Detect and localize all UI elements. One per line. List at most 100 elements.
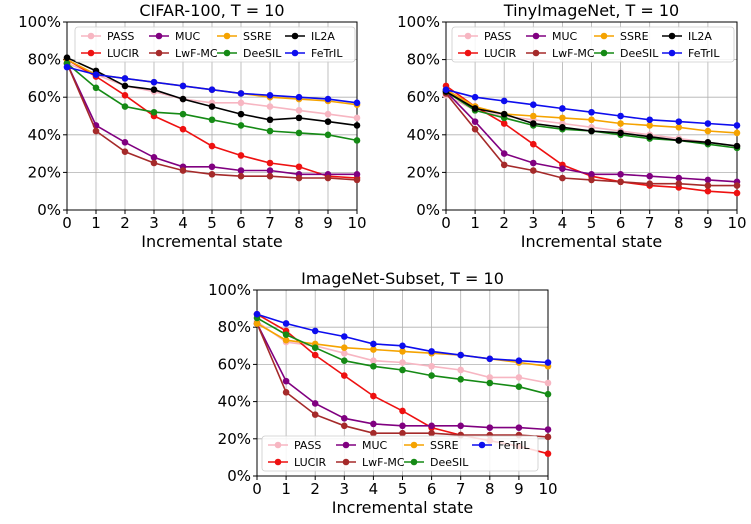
x-tick-label: 10 [727,214,746,232]
data-point-deesil [150,108,158,116]
data-point-muc [457,422,465,430]
data-point-deesil [121,103,129,110]
data-point-fetril [353,99,361,107]
x-axis-label: Incremental state [521,232,662,251]
x-tick-label: 6 [427,480,437,498]
legend: PASS MUC SSRE IL2A LUCIR LwF-MC DeeSIL FeTrIL [74,26,356,63]
data-point-deesil [457,375,465,383]
x-tick-label: 6 [616,214,626,232]
data-point-lucir [208,142,216,150]
legend: PASS MUC SSRE FeTrIL LUCIR LwF-MC DeeSIL [261,435,539,472]
data-point-il2a [208,103,216,110]
data-point-lwf-mc [370,429,377,437]
data-point-muc [121,139,129,146]
data-point-il2a [733,142,741,150]
x-tick-label: 5 [398,480,408,498]
data-point-ssre [253,320,261,327]
data-point-fetril [208,86,216,93]
data-point-pass [266,103,274,110]
data-point-il2a [121,82,129,90]
data-point-lwf-mc [588,176,595,184]
data-point-il2a [295,114,303,122]
legend-swatch-marker [291,49,299,57]
data-point-lucir [733,189,741,197]
data-point-pass [295,107,303,114]
x-tick-label: 5 [207,214,217,232]
legend-swatch-marker [155,32,163,40]
series-fetril [253,310,552,366]
legend-label: MUC [362,439,388,452]
legend-label: SSRE [430,439,459,452]
data-point-deesil [295,129,303,137]
data-point-fetril [588,108,595,116]
x-tick-label: 4 [178,214,188,232]
data-point-ssre [733,129,741,137]
legend-item-deesil: DeeSIL [217,47,282,60]
x-tick-label: 7 [456,480,466,498]
data-point-fetril [92,71,100,78]
data-point-lwf-mc [617,178,624,186]
data-point-fetril [121,75,129,82]
data-point-fetril [442,86,450,93]
x-tick-label: 1 [91,214,101,232]
data-point-muc [471,118,479,125]
x-tick-label: 10 [347,214,366,232]
legend-swatch-marker [223,32,231,40]
legend-label: PASS [294,439,321,452]
chart-title: CIFAR-100, T = 10 [139,1,284,20]
data-point-lwf-mc [121,148,129,156]
data-point-fetril [370,340,377,348]
data-point-fetril [150,78,158,86]
x-tick-label: 8 [294,214,304,232]
data-point-ssre [646,122,653,129]
data-point-lwf-mc [646,180,653,187]
chart-title: ImageNet-Subset, T = 10 [301,269,504,288]
data-point-deesil [515,383,523,391]
data-point-lwf-mc [399,429,406,437]
data-point-lwf-mc [237,172,245,180]
series-il2a [63,54,361,129]
data-point-lwf-mc [704,182,712,189]
legend-item-lucir: LUCIR [458,47,517,60]
data-point-muc [617,170,624,178]
data-point-muc [341,415,348,422]
x-tick-label: 0 [252,480,262,498]
legend-item-lwf-mc: LwF-MC [336,456,405,469]
series-lwf-mc [253,320,552,441]
data-point-pass [428,362,435,370]
data-point-muc [500,150,508,157]
data-point-fetril [179,82,187,90]
data-point-lwf-mc [428,429,435,437]
legend-swatch-marker [668,49,676,57]
chart-cifar-100: CIFAR-100, T = 100 1 2 3 4 5 6 7 8 9 100%20%40%60%… [18,1,366,251]
y-tick-label: 100% [208,281,251,299]
y-tick-label: 0% [37,201,61,219]
data-point-il2a [471,105,479,112]
x-tick-label: 10 [538,480,557,498]
data-point-fetril [544,359,552,366]
data-point-ssre [675,123,683,131]
data-point-il2a [500,110,508,118]
data-point-pass [457,366,465,374]
data-point-muc [353,170,361,178]
data-point-muc [237,167,245,174]
data-point-lwf-mc [324,174,332,182]
data-point-lucir [311,351,319,359]
data-point-lucir [237,152,245,159]
data-point-muc [675,174,683,182]
x-tick-label: 4 [558,214,568,232]
legend-item-muc: MUC [149,30,201,43]
legend-item-lwf-mc: LwF-MC [526,47,595,60]
x-tick-label: 0 [62,214,72,232]
y-tick-label: 80% [407,51,440,69]
x-tick-label: 1 [281,480,291,498]
legend-label: DeeSIL [430,456,469,469]
x-tick-label: 6 [236,214,246,232]
legend-label: PASS [484,30,511,43]
y-tick-label: 40% [407,126,440,144]
data-point-lwf-mc [471,125,479,133]
data-point-pass [370,357,377,364]
legend-swatch-marker [668,32,676,40]
data-point-muc [282,377,290,385]
